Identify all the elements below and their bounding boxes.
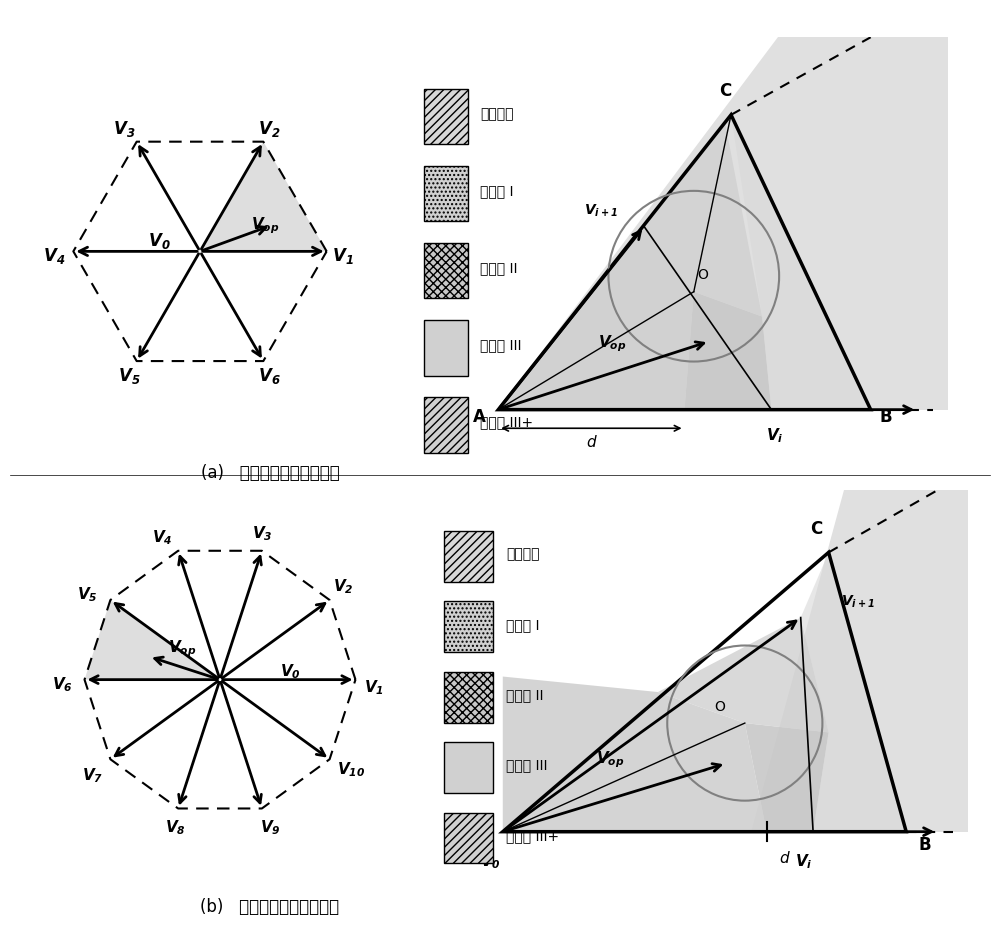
- Text: 子区域 I: 子区域 I: [480, 184, 514, 198]
- FancyBboxPatch shape: [444, 531, 493, 582]
- Text: $\bfit{V}_{op}$: $\bfit{V}_{op}$: [168, 639, 196, 659]
- Text: 子区域 II: 子区域 II: [506, 688, 544, 702]
- FancyBboxPatch shape: [424, 88, 468, 144]
- Text: $\bfit{V}_{i}$: $\bfit{V}_{i}$: [766, 426, 783, 445]
- FancyBboxPatch shape: [444, 672, 493, 722]
- Polygon shape: [684, 291, 771, 410]
- Text: $\bfit{V}_{i+1}$: $\bfit{V}_{i+1}$: [841, 593, 875, 610]
- Polygon shape: [498, 226, 694, 410]
- Text: $\bfit{V}_{9}$: $\bfit{V}_{9}$: [260, 818, 280, 837]
- Text: $\bfit{V}_{0}$: $\bfit{V}_{0}$: [480, 852, 501, 870]
- Text: $\bfit{V}_{i+1}$: $\bfit{V}_{i+1}$: [584, 202, 618, 219]
- Text: (a)   三相永磁永磁同步电机: (a) 三相永磁永磁同步电机: [201, 464, 339, 481]
- Text: $\bfit{V}_{5}$: $\bfit{V}_{5}$: [77, 586, 98, 604]
- Text: 子区域 II: 子区域 II: [480, 262, 518, 276]
- FancyBboxPatch shape: [424, 320, 468, 375]
- Text: $\bfit{V}_{1}$: $\bfit{V}_{1}$: [332, 247, 354, 266]
- Text: A: A: [473, 408, 486, 426]
- Text: $d$: $d$: [586, 434, 597, 450]
- Text: $\bfit{V}_{op}$: $\bfit{V}_{op}$: [598, 333, 626, 355]
- FancyBboxPatch shape: [424, 166, 468, 222]
- Text: C: C: [719, 82, 731, 101]
- Text: 子区域 III+: 子区域 III+: [506, 829, 559, 843]
- Text: $\bfit{V}_{i}$: $\bfit{V}_{i}$: [795, 852, 813, 870]
- FancyBboxPatch shape: [444, 601, 493, 653]
- Text: $\bfit{V}_{2}$: $\bfit{V}_{2}$: [258, 119, 281, 139]
- Text: 所选扇区: 所选扇区: [506, 547, 540, 561]
- Text: O: O: [698, 268, 709, 282]
- Text: 子区域 III: 子区域 III: [480, 339, 522, 353]
- Text: $\bfit{V}_{3}$: $\bfit{V}_{3}$: [113, 119, 135, 139]
- Text: $\bfit{V}_{6}$: $\bfit{V}_{6}$: [258, 366, 281, 386]
- Polygon shape: [745, 723, 829, 831]
- Text: B: B: [880, 408, 893, 426]
- Text: B: B: [919, 836, 931, 855]
- Text: $\bfit{V}_{3}$: $\bfit{V}_{3}$: [252, 524, 272, 543]
- Polygon shape: [658, 617, 829, 733]
- Polygon shape: [503, 677, 767, 831]
- Text: $\bfit{V}_{1}$: $\bfit{V}_{1}$: [364, 679, 385, 697]
- FancyBboxPatch shape: [444, 813, 493, 863]
- Text: $\bfit{V}_{10}$: $\bfit{V}_{10}$: [337, 761, 365, 779]
- Text: 子区域 III+: 子区域 III+: [480, 415, 533, 430]
- Polygon shape: [498, 37, 948, 410]
- Text: $\bfit{V}_{2}$: $\bfit{V}_{2}$: [333, 577, 354, 596]
- Text: $d$: $d$: [779, 850, 791, 866]
- Polygon shape: [200, 142, 327, 251]
- Polygon shape: [801, 552, 906, 831]
- Polygon shape: [85, 600, 220, 680]
- Text: $\bfit{V}_{op}$: $\bfit{V}_{op}$: [251, 215, 280, 236]
- Polygon shape: [751, 491, 968, 831]
- Text: C: C: [810, 519, 822, 538]
- Text: $\bfit{V}_{0}$: $\bfit{V}_{0}$: [280, 662, 301, 681]
- Text: $\bfit{V}_{op}$: $\bfit{V}_{op}$: [596, 749, 624, 770]
- Text: 所选扇区: 所选扇区: [480, 107, 514, 121]
- FancyBboxPatch shape: [424, 397, 468, 452]
- Text: $\bfit{V}_{4}$: $\bfit{V}_{4}$: [152, 528, 172, 546]
- Polygon shape: [731, 115, 871, 410]
- Text: 子区域 III: 子区域 III: [506, 759, 548, 773]
- Text: A: A: [475, 836, 487, 855]
- Text: $\bfit{V}_{7}$: $\bfit{V}_{7}$: [82, 766, 103, 785]
- Text: O: O: [715, 700, 725, 714]
- Text: $\bfit{V}_{4}$: $\bfit{V}_{4}$: [43, 247, 66, 266]
- Text: $\bfit{V}_{5}$: $\bfit{V}_{5}$: [118, 366, 140, 386]
- FancyBboxPatch shape: [444, 742, 493, 793]
- Text: $\bfit{V}_{0}$: $\bfit{V}_{0}$: [148, 231, 171, 251]
- FancyBboxPatch shape: [424, 243, 468, 299]
- Text: 子区域 I: 子区域 I: [506, 618, 540, 632]
- Text: $\bfit{V}_{6}$: $\bfit{V}_{6}$: [52, 676, 73, 695]
- Polygon shape: [644, 115, 762, 317]
- Text: (b)   五相永磁永磁同步电机: (b) 五相永磁永磁同步电机: [200, 898, 340, 916]
- Text: $\bfit{V}_{8}$: $\bfit{V}_{8}$: [165, 818, 186, 837]
